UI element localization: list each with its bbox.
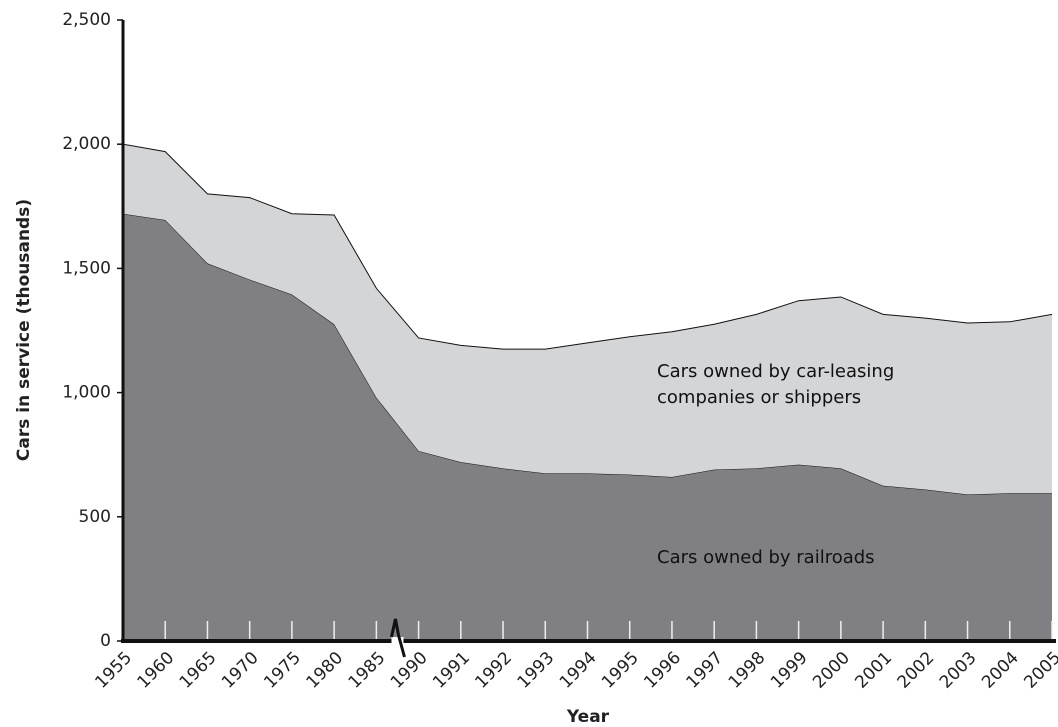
x-tick-label: 1993 (514, 648, 559, 693)
x-tick-label: 1985 (345, 648, 390, 693)
x-tick-label: 2000 (809, 648, 854, 693)
x-tick-label: 1970 (218, 648, 263, 693)
y-tick-label: 1,500 (62, 258, 111, 278)
x-tick-label: 1995 (598, 648, 643, 693)
x-tick-label: 2005 (1020, 648, 1058, 693)
x-tick-label: 2002 (894, 648, 939, 693)
x-tick-label: 1998 (725, 648, 770, 693)
y-tick-label: 2,500 (62, 10, 111, 30)
x-tick-label: 1996 (640, 648, 685, 693)
x-tick-label: 1960 (134, 648, 179, 693)
y-tick-label: 500 (79, 507, 111, 527)
x-tick-label: 2001 (851, 648, 896, 693)
x-tick-label: 2004 (978, 648, 1023, 693)
axis-break-gap (391, 637, 404, 646)
x-tick-label: 1997 (683, 648, 728, 693)
axis-break (390, 618, 406, 658)
y-axis-label: Cars in service (thousands) (14, 199, 34, 461)
y-tick-label: 0 (100, 631, 111, 651)
y-tick-label: 1,000 (62, 383, 111, 403)
x-tick-label: 1965 (176, 648, 221, 693)
x-tick-label: 1991 (429, 648, 474, 693)
series-label: Cars owned by car-leasing companies or s… (657, 361, 895, 408)
area (123, 144, 1052, 495)
x-tick-label: 1955 (91, 648, 136, 693)
x-axis-label: Year (566, 707, 610, 727)
x-tick-label: 1975 (260, 648, 305, 693)
series-label: Cars owned by railroads (657, 547, 875, 568)
x-tick-label: 1999 (767, 648, 812, 693)
x-tick-label: 1980 (302, 648, 347, 693)
area (123, 213, 1052, 641)
area-edge (122, 143, 1053, 350)
x-tick-label: 1990 (387, 648, 432, 693)
x-tick-label: 2003 (936, 648, 981, 693)
x-tick-label: 1992 (471, 648, 516, 693)
y-tick-label: 2,000 (62, 134, 111, 154)
x-tick-label: 1994 (556, 648, 601, 693)
